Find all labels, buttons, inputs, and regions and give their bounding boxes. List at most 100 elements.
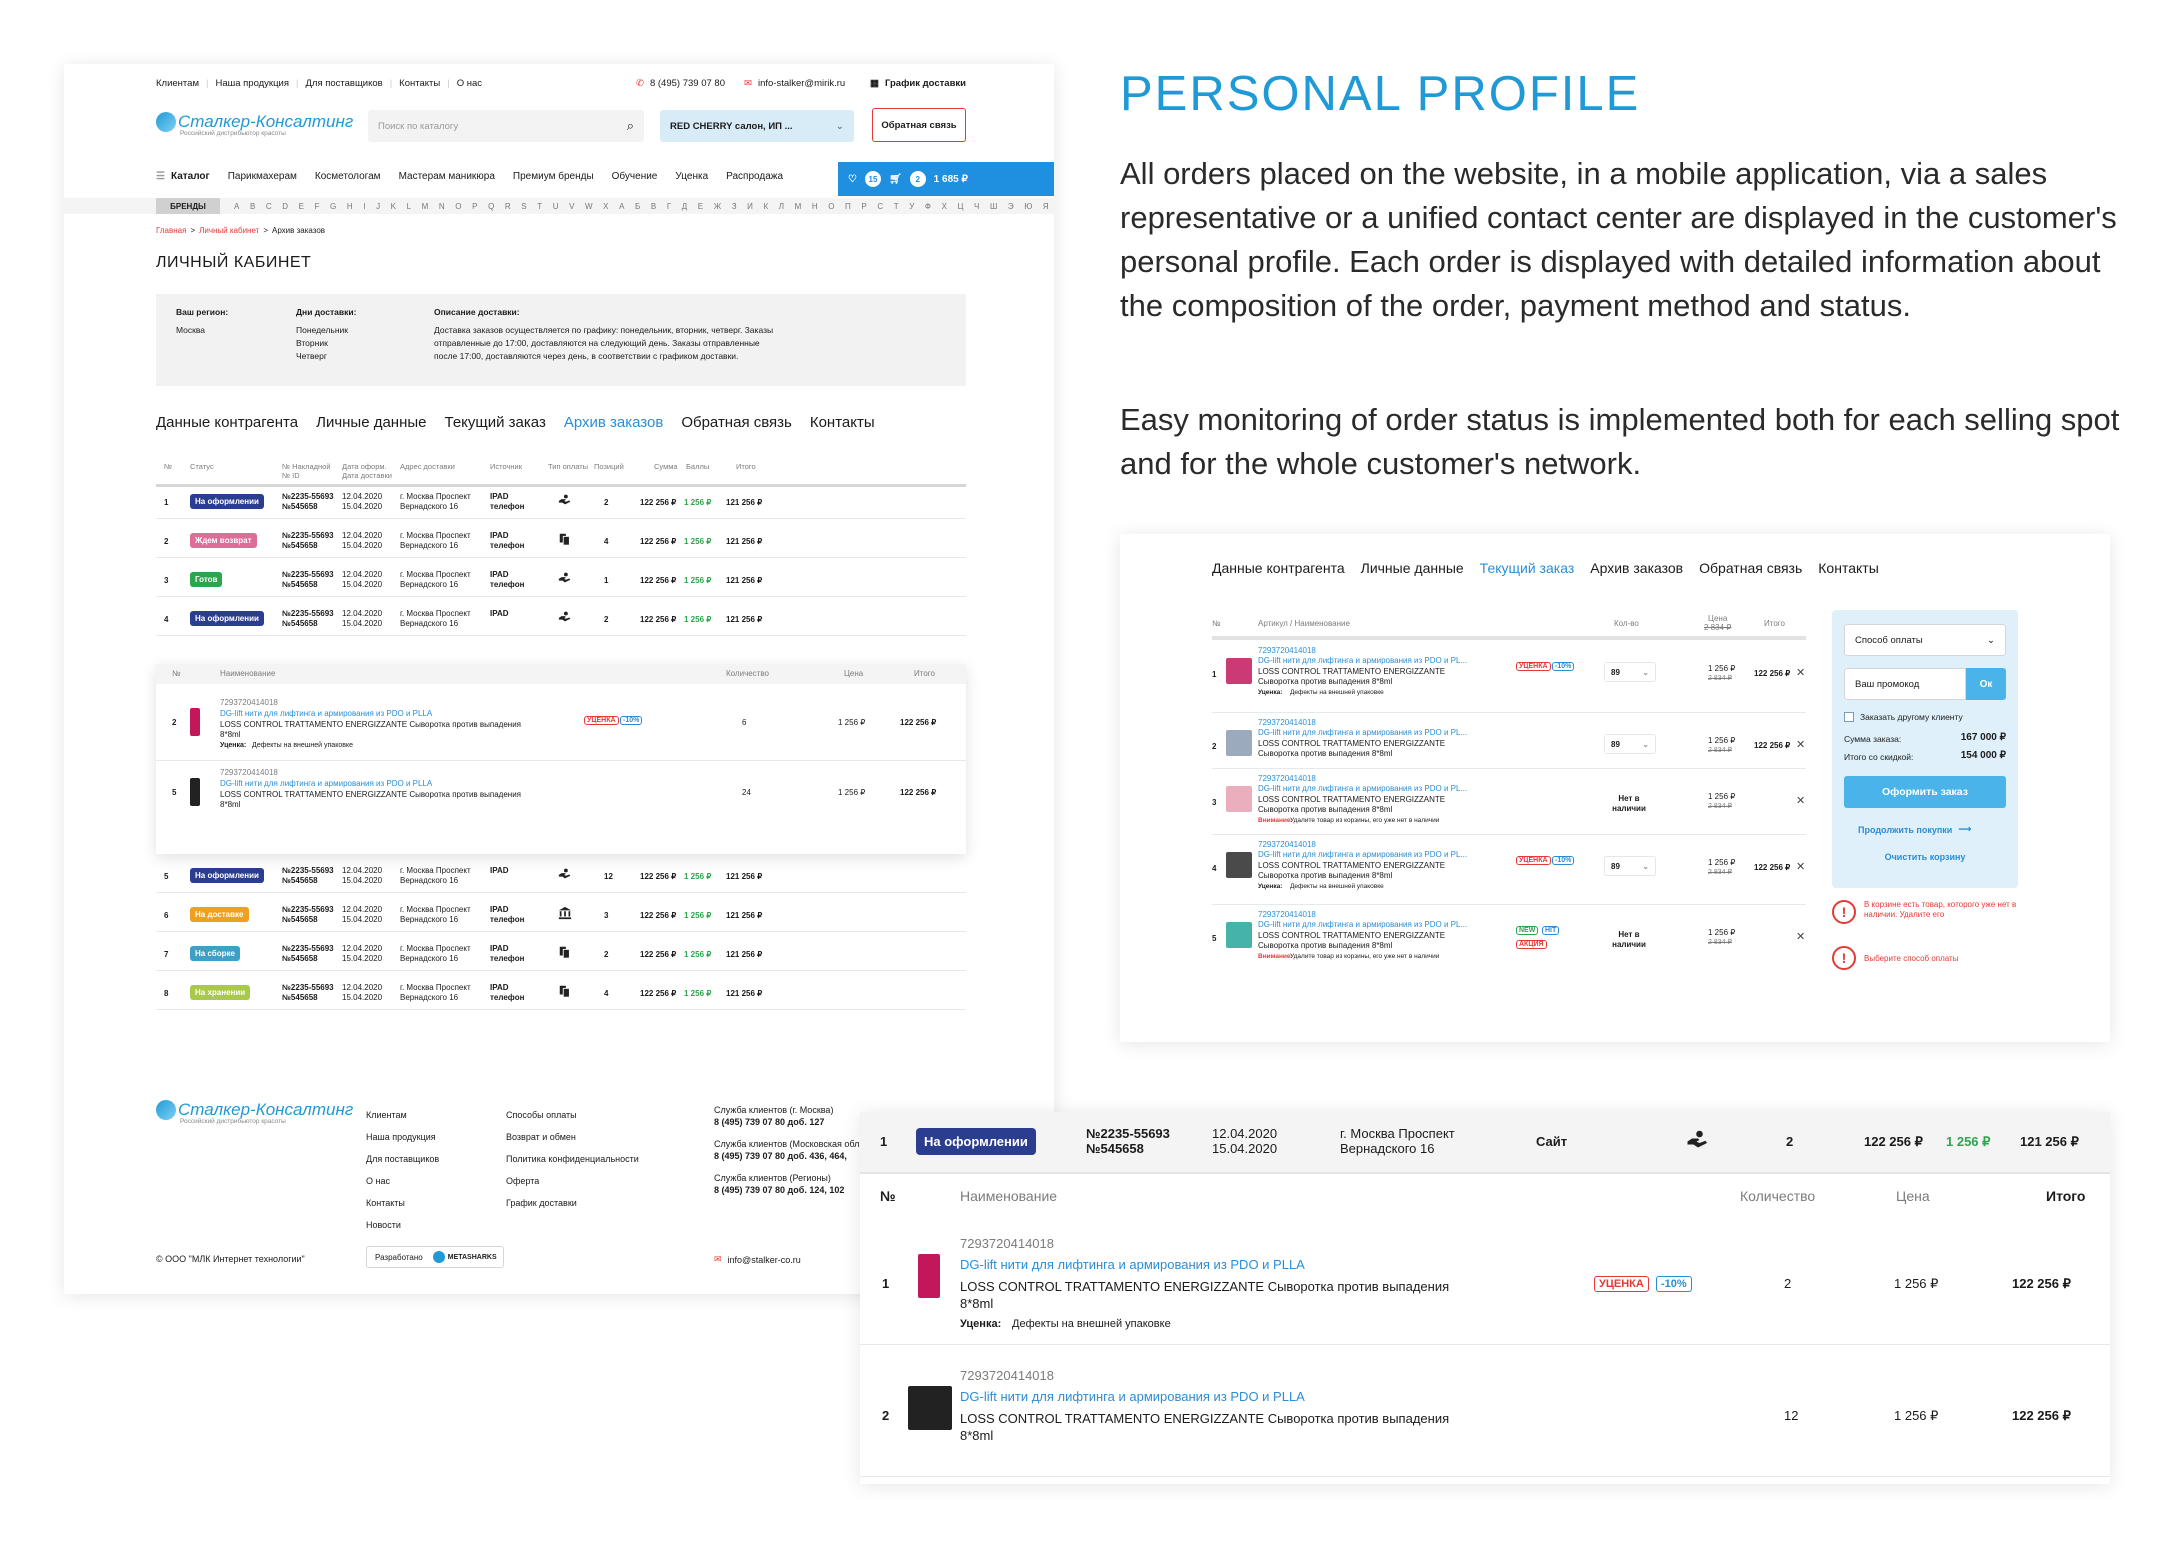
letter-filter[interactable]: У (909, 201, 915, 211)
tab-feedback[interactable]: Обратная связь (681, 414, 792, 431)
item-name-link[interactable]: DG-lift нити для лифтинга и армирования … (220, 779, 433, 788)
menu-item[interactable]: Мастерам маникюра (398, 171, 495, 182)
payment-method-select[interactable]: Способ оплаты ⌄ (1844, 624, 2006, 656)
brands-label[interactable]: БРЕНДЫ (156, 198, 220, 214)
menu-item[interactable]: Обучение (611, 171, 658, 182)
letter-filter[interactable]: П (845, 201, 851, 211)
tab-current-order[interactable]: Текущий заказ (444, 414, 546, 431)
salon-select[interactable]: RED CHERRY салон, ИП ... ⌄ (660, 110, 854, 142)
item-name-link[interactable]: DG-lift нити для лифтинга и армирования … (1258, 784, 1468, 793)
search-icon[interactable]: ⌕ (626, 118, 634, 133)
letter-filter[interactable]: О (828, 201, 835, 211)
letter-filter[interactable]: T (537, 201, 543, 211)
letter-filter[interactable]: Ш (989, 201, 998, 211)
letter-filter[interactable]: Б (635, 201, 641, 211)
letter-filter[interactable]: I (363, 201, 366, 211)
letter-filter[interactable]: L (406, 201, 412, 211)
footer-link[interactable]: Политика конфиденциальности (506, 1154, 639, 1164)
top-nav-link[interactable]: Наша продукция (215, 78, 289, 89)
letter-filter[interactable]: Р (861, 201, 867, 211)
feedback-button[interactable]: Обратная связь (872, 108, 966, 142)
menu-item[interactable]: Косметологам (314, 171, 381, 182)
letter-filter[interactable]: Э (1007, 201, 1014, 211)
cart-icon[interactable]: 🛒︎ (888, 173, 902, 185)
letter-filter[interactable]: Л (778, 201, 784, 211)
letter-filter[interactable]: U (552, 201, 559, 211)
letter-filter[interactable]: A (234, 201, 240, 211)
promo-input[interactable]: Ваш промокод (1844, 668, 1966, 700)
promo-apply-button[interactable]: Ок (1966, 668, 2006, 700)
remove-icon[interactable]: ✕ (1796, 667, 1806, 679)
catalog-button[interactable]: ☰ Каталог (156, 171, 210, 182)
clear-cart-link[interactable]: Очистить корзину (1884, 852, 1966, 862)
remove-icon[interactable]: ✕ (1796, 739, 1806, 751)
tab-counterparty[interactable]: Данные контрагента (1212, 560, 1345, 576)
letter-filter[interactable]: М (794, 201, 802, 211)
menu-item[interactable]: Премиум бренды (512, 171, 594, 182)
letter-filter[interactable]: И (747, 201, 753, 211)
letter-filter[interactable]: З (731, 201, 737, 211)
header-email[interactable]: ✉ info-stalker@mirik.ru (744, 78, 846, 89)
header-phone[interactable]: ✆ 8 (495) 739 07 80 (636, 78, 725, 89)
letter-filter[interactable]: Т (893, 201, 899, 211)
letter-filter[interactable]: W (585, 201, 593, 211)
letter-filter[interactable]: O (455, 201, 462, 211)
tab-personal[interactable]: Личные данные (1360, 560, 1464, 576)
letter-filter[interactable]: Ц (957, 201, 964, 211)
letter-filter[interactable]: B (249, 201, 256, 211)
tab-archive[interactable]: Архив заказов (1590, 560, 1684, 576)
footer-link[interactable]: Способы оплаты (506, 1110, 577, 1120)
letter-filter[interactable]: E (298, 201, 304, 211)
letter-filter[interactable]: Ю (1024, 201, 1033, 211)
letter-filter[interactable]: Г (666, 201, 672, 211)
footer-link[interactable]: Возврат и обмен (506, 1132, 576, 1142)
breadcrumb-link[interactable]: Личный кабинет (199, 226, 260, 235)
tab-archive[interactable]: Архив заказов (563, 414, 664, 431)
remove-icon[interactable]: ✕ (1796, 795, 1806, 807)
letter-filter[interactable]: Q (488, 201, 495, 211)
letter-filter[interactable]: K (390, 201, 397, 211)
heart-icon[interactable]: ♡ (848, 173, 857, 185)
tab-personal[interactable]: Личные данные (316, 414, 427, 431)
continue-shopping-link[interactable]: Продолжить покупки ⟶ (1858, 824, 1972, 835)
tab-feedback[interactable]: Обратная связь (1699, 560, 1803, 576)
letter-filter[interactable]: Н (811, 201, 818, 211)
footer-logo[interactable]: Сталкер-Консалтинг Российский дистрибьют… (156, 1100, 353, 1125)
delivery-schedule-link[interactable]: ▦ График доставки (870, 78, 967, 89)
qty-select[interactable]: 89 ⌄ (1604, 856, 1656, 876)
top-nav-link[interactable]: О нас (456, 78, 482, 89)
letter-filter[interactable]: C (265, 201, 272, 211)
footer-link[interactable]: Наша продукция (366, 1132, 436, 1142)
other-client-checkbox[interactable]: Заказать другому клиенту (1844, 712, 1963, 722)
letter-filter[interactable]: H (346, 201, 353, 211)
logo[interactable]: Сталкер-Консалтинг Российский дистрибьют… (156, 112, 353, 137)
letter-filter[interactable]: X (603, 201, 609, 211)
developer-badge[interactable]: Разработано METASHARKS (366, 1246, 504, 1268)
letter-filter[interactable]: А (619, 201, 625, 211)
letter-filter[interactable]: J (376, 201, 381, 211)
letter-filter[interactable]: Ч (974, 201, 980, 211)
checkbox-icon[interactable] (1844, 712, 1854, 722)
letter-filter[interactable]: S (521, 201, 527, 211)
tab-contacts[interactable]: Контакты (1818, 560, 1879, 576)
qty-select[interactable]: 89 ⌄ (1604, 662, 1656, 682)
letter-filter[interactable]: P (472, 201, 478, 211)
footer-link[interactable]: Контакты (366, 1198, 405, 1208)
menu-item[interactable]: Парикмахерам (227, 171, 297, 182)
footer-link[interactable]: График доставки (506, 1198, 577, 1208)
item-name-link[interactable]: DG-lift нити для лифтинга и армирования … (1258, 850, 1468, 859)
letter-filter[interactable]: N (438, 201, 445, 211)
item-name-link[interactable]: DG-lift нити для лифтинга и армирования … (960, 1257, 1305, 1272)
tab-contacts[interactable]: Контакты (809, 414, 875, 431)
item-name-link[interactable]: DG-lift нити для лифтинга и армирования … (960, 1389, 1305, 1404)
letter-filter[interactable]: R (504, 201, 511, 211)
letter-filter[interactable]: G (330, 201, 337, 211)
remove-icon[interactable]: ✕ (1796, 931, 1806, 943)
item-name-link[interactable]: DG-lift нити для лифтинга и армирования … (220, 709, 433, 718)
contact-phone[interactable]: 8 (495) 739 07 80 доб. 124, 102 (714, 1185, 845, 1195)
qty-select[interactable]: 89 ⌄ (1604, 734, 1656, 754)
checkout-button[interactable]: Оформить заказ (1844, 776, 2006, 808)
search-input[interactable]: Поиск по каталогу ⌕ (368, 110, 644, 142)
letter-filter[interactable]: Ф (924, 201, 931, 211)
footer-link[interactable]: Оферта (506, 1176, 540, 1186)
